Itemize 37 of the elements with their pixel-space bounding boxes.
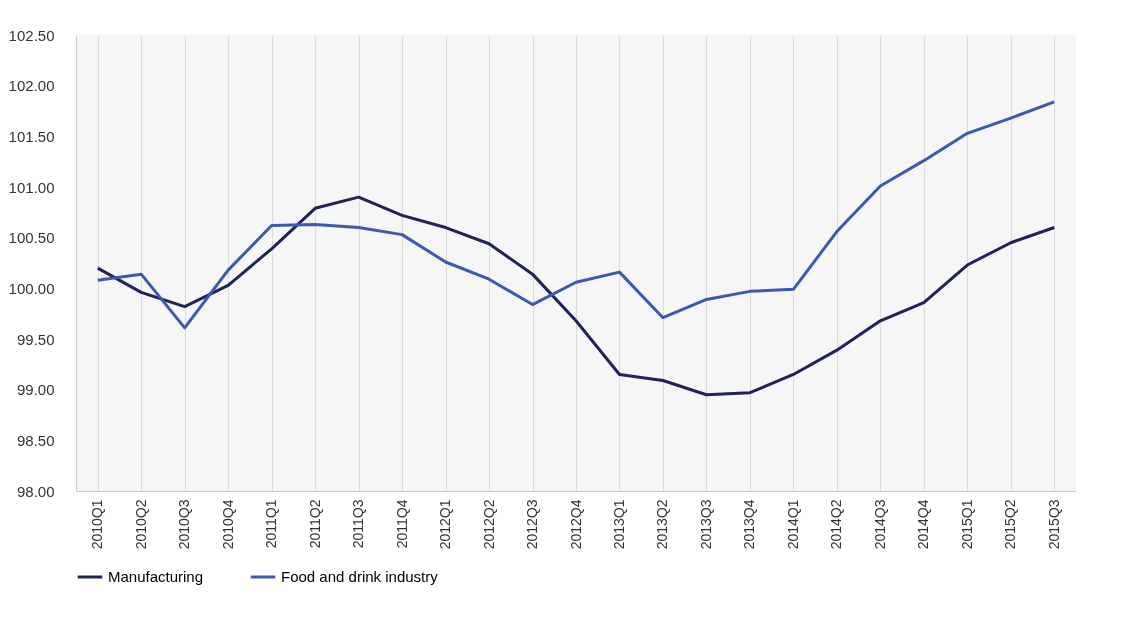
x-tick-label: 2010Q4 [219,499,236,550]
legend-label: Food and drink industry [281,568,439,585]
y-tick-label: 98.50 [16,431,55,449]
x-tick-label: 2012Q4 [567,499,584,550]
x-tick-label: 2010Q1 [89,499,106,550]
y-tick-label: 101.00 [8,178,55,196]
legend-label: Manufacturing [108,568,204,585]
y-tick-label: 100.50 [8,229,55,247]
x-tick-label: 2015Q3 [1045,499,1062,550]
x-tick-label: 2013Q2 [654,499,671,550]
x-tick-label: 2015Q1 [958,499,975,550]
x-tick-label: 2010Q2 [132,499,149,550]
y-tick-label: 99.50 [16,330,55,348]
y-tick-label: 101.50 [8,127,55,145]
y-tick-label: 98.00 [16,482,55,500]
x-tick-label: 2012Q3 [524,499,541,550]
x-tick-label: 2011Q1 [263,499,280,549]
x-tick-label: 2011Q2 [306,499,323,549]
x-tick-label: 2012Q2 [480,499,497,550]
y-tick-label: 102.50 [8,26,55,44]
line-series [96,100,1056,330]
x-tick-label: 2012Q1 [437,499,454,550]
x-tick-label: 2013Q1 [610,499,627,550]
x-tick-label: 2010Q3 [176,499,193,550]
x-tick-label: 2015Q2 [1002,499,1019,550]
x-tick-label: 2014Q2 [828,499,845,550]
line-series [96,195,1056,397]
y-tick-label: 99.00 [16,381,55,399]
x-tick-label: 2011Q4 [393,499,410,549]
y-tick-label: 102.00 [8,77,55,95]
x-tick-label: 2014Q1 [784,499,801,550]
x-tick-label: 2011Q3 [350,499,367,549]
y-tick-label: 100.00 [8,279,55,297]
x-tick-label: 2014Q3 [871,499,888,550]
x-tick-label: 2013Q4 [741,499,758,550]
x-tick-label: 2013Q3 [697,499,714,550]
x-tick-label: 2014Q4 [915,499,932,550]
